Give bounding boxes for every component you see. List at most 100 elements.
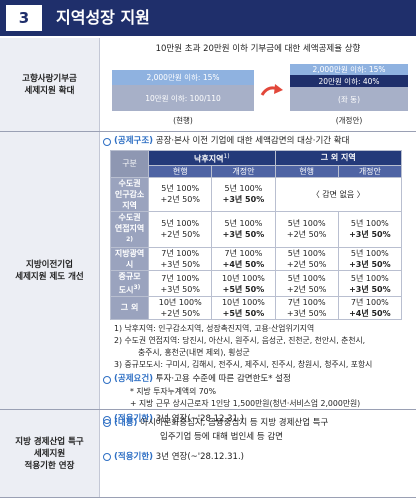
label-line: 세제지원 제도 개선 (15, 271, 84, 282)
cell-line: 5년 100% (350, 273, 389, 283)
cell: 5년 100% +3년 50% (211, 176, 276, 212)
cell-line: +3년 50% (349, 260, 391, 270)
row-header-text: 수도권 (118, 178, 141, 188)
label-line: 지방 경제산업 특구 (15, 436, 84, 447)
row-header-text: 인구감소 (114, 189, 145, 199)
footnote-mark: 2) (126, 235, 134, 243)
row-content: 10만원 초과 20만원 이하 기부금에 대한 세액공제율 상향 2,000만원… (100, 38, 416, 131)
bullet-tag: (적용기한) (114, 413, 154, 424)
cell-line: 5년 100% (287, 273, 326, 283)
footnote-text: 수도권 연접지역: 당진시, 아산시, 원주시, 음성군, 진천군, 천안시, … (124, 335, 366, 345)
footnote-mark: 1) (114, 323, 123, 333)
subheader: 현행 (274, 164, 339, 178)
cell-line: +3년 50% (349, 284, 391, 294)
cell-line: 5년 100% (161, 219, 200, 229)
section: 지방 경제산업 특구 세제지원 적용기한 연장 (내용) 아시아문화중심지, 금융중… (0, 410, 416, 498)
bullet-tag: (내용) (114, 418, 138, 428)
cell-line: 5년 100% (350, 249, 389, 259)
bar: 2,000만원 이하: 15% (290, 64, 408, 75)
cell-line: 7년 100% (224, 249, 263, 259)
cell: 10년 100% +2년 50% (148, 295, 213, 320)
table-row: 중규모 도시3) 7년 100% +3년 50% 10년 100% +5년 50% 5년 1… (109, 270, 403, 297)
cell-line: +3년 50% (160, 260, 200, 270)
bar: 10만원 이하: 100/110 (112, 85, 254, 111)
footnote: 충주시, 홍천군(내면 제외), 횡성군 (100, 347, 416, 359)
cell-line: +2년 50% (286, 230, 327, 240)
cell-line: 7년 100% (287, 297, 326, 307)
cell-line: 5년 100% (161, 184, 200, 194)
label-line: 고향사랑기부금 (22, 73, 77, 84)
cell: 7년 100% +3년 50% (148, 247, 213, 272)
row-header-line: 수도권 (113, 212, 146, 223)
cell-line: +2년 50% (160, 195, 200, 205)
caption: 10만원 초과 20만원 이하 기부금에 대한 세액공제율 상향 (155, 44, 361, 54)
label-line: 세제지원 (33, 448, 66, 459)
bullet-tag: (공제구조) (114, 136, 154, 146)
cell: 5년 100% +3년 50% (211, 210, 276, 249)
row-header-line: 연접지역 2) (113, 223, 146, 248)
table-row: 수도권 인구감소 지역 5년 100% +2년 50% 5년 100% +3년 50% 〈 감… (109, 176, 403, 212)
label-line: 지방이전기업 (26, 259, 73, 270)
table-row: 지방광역시 7년 100% +3년 50% 7년 100% +4년 50% 5년 100%… (109, 247, 403, 272)
row-label: 지방 경제산업 특구 세제지원 적용기한 연장 (0, 410, 100, 497)
header: 3 지역성장 지원 (0, 0, 416, 36)
footnote-text: 중규모도시: 구미시, 김해시, 전주시, 제주시, 진주시, 창원시, 청주시… (124, 359, 373, 369)
subheader: 개정안 (211, 164, 276, 178)
bullet-text: 공장·본사 이전 기업에 대한 세액감면의 대상·기간 확대 (155, 136, 350, 146)
row-header: 지방광역시 (109, 247, 150, 272)
cell-line: 7년 100% (350, 297, 389, 307)
cell-line: +5년 50% (222, 308, 265, 318)
row-header-text: 지역 (122, 200, 137, 210)
cell-line: +3년 50% (160, 284, 200, 294)
cell-line: +3년 50% (222, 195, 265, 205)
cell: 5년 100% +3년 50% (337, 247, 403, 272)
cell-line: +3년 50% (349, 230, 391, 240)
footnote-mark: 2) (114, 335, 123, 345)
bullet: (내용) 아시아문화중심지, 금융중심지 등 지방 경제산업 특구 입주기업 등에… (100, 416, 416, 444)
cell: 5년 100% +3년 50% (337, 210, 403, 249)
cell: 7년 100% +4년 50% (337, 295, 403, 320)
cell-line: +4년 50% (349, 308, 391, 318)
bullet-tag: (적용기한) (114, 452, 154, 462)
cell-line: +4년 50% (222, 260, 265, 270)
row-header: 수도권 인구감소 지역 (109, 176, 150, 212)
cell-line: 10년 100% (221, 273, 265, 283)
row-header-line: 지역 (113, 200, 146, 211)
cell-line: +2년 50% (160, 230, 200, 240)
cell: 7년 100% +3년 50% (274, 295, 339, 320)
cell: 5년 100% +2년 50% (148, 210, 213, 249)
cell: 5년 100% +2년 50% (274, 247, 339, 272)
bullet: (공제요건) 투자·고용 수준에 따른 감면한도* 설정 (100, 373, 416, 386)
bullet-text: 3년 연장(~'28.12.31.) (155, 452, 244, 462)
footnote-text: 낙후지역: 인구감소지역, 성장촉진지역, 고용·산업위기지역 (124, 323, 315, 333)
bar-label: (개정안) (335, 116, 363, 125)
cell: 5년 100% +2년 50% (274, 270, 339, 297)
footnote: 1) 낙후지역: 인구감소지역, 성장촉진지역, 고용·산업위기지역 (100, 323, 416, 335)
cell: 7년 100% +3년 50% (148, 270, 213, 297)
bullet: (적용기한) 3년 연장(~'28.12.31.) (100, 450, 416, 464)
bar: 20만원 이하: 40% (290, 75, 408, 87)
cell-line: 5년 100% (287, 249, 326, 259)
footnote-mark: 3) (133, 284, 141, 292)
cell: 5년 100% +2년 50% (148, 176, 213, 212)
cell: 10년 100% +5년 50% (211, 295, 276, 320)
footnote: 3) 중규모도시: 구미시, 김해시, 전주시, 제주시, 진주시, 창원시, … (100, 359, 416, 371)
header-row: 구분 낙후지역1) 그 외 지역 (109, 150, 403, 178)
row-header-text: 도시 (118, 285, 134, 295)
cell: 5년 100% +2년 50% (274, 210, 339, 249)
table-row: 수도권 연접지역2) 5년 100% +2년 50% 5년 100% +3년 50% 5년 … (109, 210, 403, 249)
row-header-line: 그 외 (113, 302, 146, 313)
footnote: 2) 수도권 연접지역: 당진시, 아산시, 원주시, 음성군, 진천군, 천안… (100, 335, 416, 347)
cell: 〈 감면 없음 〉 (274, 176, 403, 212)
cell-line: +2년 50% (286, 260, 327, 270)
bar-label: (현행) (173, 116, 193, 125)
cell-line: +2년 50% (160, 308, 200, 318)
detail: + 지방 근무 상시근로자 1인당 1,500만원(청년·서비스업 2,000만… (130, 398, 361, 408)
footnote-mark: 3) (114, 359, 123, 369)
row-header-line: 도시3) (113, 282, 146, 296)
cell: 5년 100% +3년 50% (337, 270, 403, 297)
bullet-tag: (공제요건) (114, 373, 154, 384)
row-header: 그 외 (109, 295, 150, 320)
